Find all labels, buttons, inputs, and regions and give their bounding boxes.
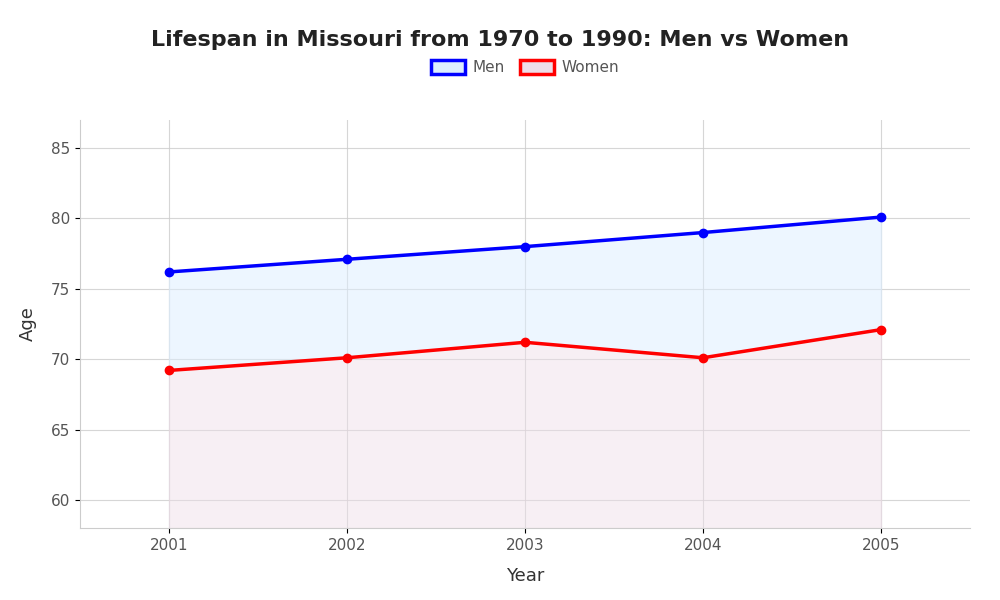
Y-axis label: Age: Age <box>19 307 37 341</box>
Legend: Men, Women: Men, Women <box>425 54 625 82</box>
Text: Lifespan in Missouri from 1970 to 1990: Men vs Women: Lifespan in Missouri from 1970 to 1990: … <box>151 30 849 50</box>
X-axis label: Year: Year <box>506 566 544 584</box>
